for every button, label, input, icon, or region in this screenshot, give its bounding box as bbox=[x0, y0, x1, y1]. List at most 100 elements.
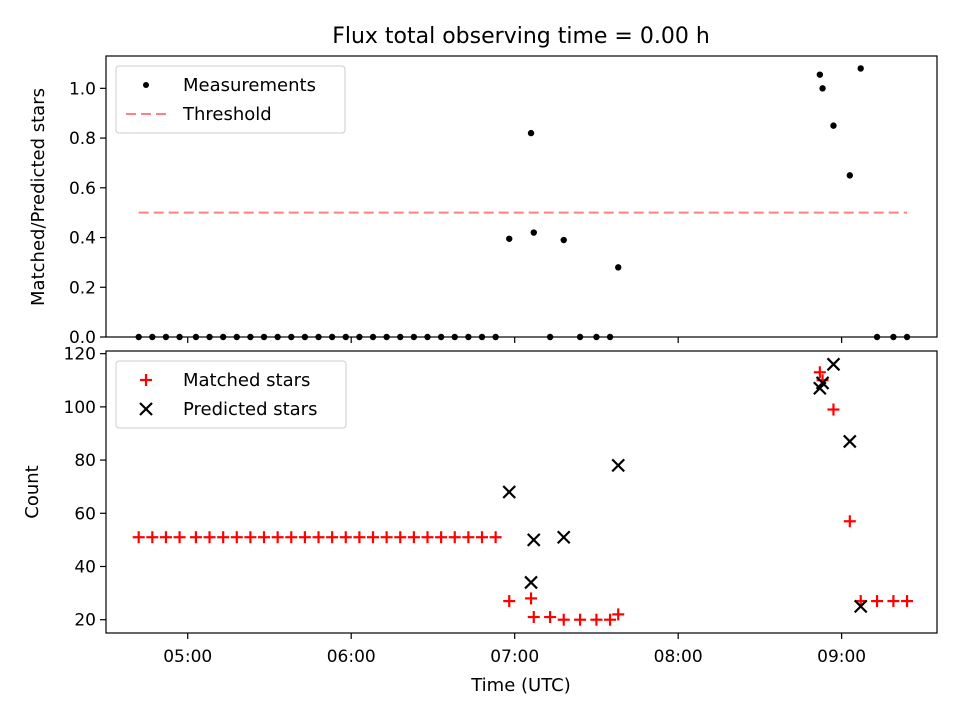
matched-star-point bbox=[394, 531, 407, 544]
x-axis-label: Time (UTC) bbox=[470, 675, 571, 696]
bottom-xtick-label: 07:00 bbox=[490, 647, 539, 667]
matched-star-point bbox=[189, 531, 202, 544]
measurement-point bbox=[560, 236, 567, 244]
bottom-ylabel: Count bbox=[22, 465, 43, 518]
matched-star-point bbox=[887, 595, 900, 608]
measurement-point bbox=[846, 172, 854, 179]
legend-predicted-label: Predicted stars bbox=[183, 399, 317, 420]
top-axes-frame bbox=[105, 55, 938, 338]
matched-star-point bbox=[843, 515, 856, 528]
predicted-star-point bbox=[843, 434, 857, 449]
top-ytick-label: 0.0 bbox=[69, 328, 96, 348]
top-legend: Measurements Threshold bbox=[115, 65, 346, 134]
matched-star-point bbox=[380, 531, 393, 544]
matched-star-point bbox=[871, 595, 884, 608]
matched-star-point bbox=[827, 403, 840, 416]
matched-star-point bbox=[244, 531, 257, 544]
matched-star-point bbox=[298, 531, 311, 544]
matched-star-point bbox=[525, 592, 538, 605]
bottom-ytick-label: 100 bbox=[64, 398, 96, 418]
matched-star-point bbox=[230, 531, 243, 544]
top-ytick-label: 0.2 bbox=[69, 278, 96, 298]
matched-star-point bbox=[435, 531, 448, 544]
bottom-xtick-label: 09:00 bbox=[817, 647, 866, 667]
bottom-panel: 20 40 60 80 100 120 05:00 06:00 07:00 08:00 09:00… bbox=[22, 345, 938, 696]
legend-matched-label: Matched stars bbox=[183, 370, 310, 391]
bottom-axes-frame bbox=[105, 350, 938, 634]
bottom-ytick-label: 20 bbox=[74, 611, 96, 631]
predicted-star-point bbox=[526, 533, 541, 547]
measurement-point bbox=[530, 229, 537, 236]
matched-star-point bbox=[312, 531, 325, 544]
predicted-star-point bbox=[524, 575, 538, 590]
legend-plus-glyph bbox=[140, 374, 152, 386]
matched-star-point bbox=[271, 531, 284, 544]
legend-measurement-marker bbox=[143, 82, 149, 88]
bottom-ytick-label: 120 bbox=[64, 345, 96, 365]
bottom-xtick-label: 08:00 bbox=[654, 647, 703, 667]
matched-star-point bbox=[159, 531, 172, 544]
legend-measurements-label: Measurements bbox=[183, 75, 316, 96]
matched-star-point bbox=[421, 531, 434, 544]
predicted-star-point bbox=[556, 530, 571, 545]
matched-star-point bbox=[407, 531, 420, 544]
top-ytick-label: 1.0 bbox=[69, 79, 96, 99]
matched-star-point bbox=[132, 531, 145, 544]
measurement-point bbox=[615, 264, 622, 271]
matched-star-point bbox=[353, 531, 366, 544]
matched-star-point bbox=[203, 531, 216, 544]
measurement-point bbox=[857, 65, 864, 72]
bottom-xtick-label: 05:00 bbox=[163, 647, 212, 667]
matched-star-point bbox=[557, 613, 570, 626]
matched-star-point bbox=[462, 531, 475, 544]
top-ytick-label: 0.8 bbox=[69, 129, 96, 149]
bottom-xtick-label: 06:00 bbox=[327, 647, 376, 667]
chart-title: Flux total observing time = 0.00 h bbox=[332, 24, 710, 49]
matched-star-point bbox=[901, 595, 914, 608]
measurement-point bbox=[819, 85, 826, 92]
matched-star-point bbox=[475, 531, 488, 544]
predicted-star-point bbox=[826, 357, 841, 372]
top-ytick-label: 0.6 bbox=[69, 179, 96, 199]
legend-predicted-marker bbox=[139, 402, 153, 416]
matched-star-point bbox=[285, 531, 298, 544]
matched-star-point bbox=[339, 531, 352, 544]
matched-star-point bbox=[527, 611, 540, 624]
top-legend-box bbox=[115, 65, 346, 134]
matched-star-point bbox=[544, 611, 557, 624]
top-ylabel: Matched/Predicted stars bbox=[28, 88, 49, 306]
matched-star-point bbox=[367, 531, 380, 544]
matched-star-point bbox=[217, 531, 230, 544]
legend-threshold-label: Threshold bbox=[182, 104, 272, 125]
bottom-legend-box bbox=[115, 360, 347, 429]
measurement-point bbox=[830, 122, 837, 129]
bottom-ytick-label: 60 bbox=[74, 504, 96, 524]
bottom-ytick-label: 80 bbox=[74, 451, 96, 471]
legend-matched-marker bbox=[140, 374, 152, 386]
matched-star-point bbox=[590, 613, 603, 626]
predicted-star-point bbox=[815, 376, 830, 390]
predicted-star-point bbox=[502, 485, 517, 499]
bottom-ytick-label: 40 bbox=[74, 557, 96, 577]
legend-cross-glyph bbox=[139, 402, 153, 416]
matched-star-point bbox=[258, 531, 271, 544]
matched-star-point bbox=[574, 613, 587, 626]
matched-star-point bbox=[503, 595, 516, 608]
measurement-point bbox=[506, 235, 513, 242]
matched-star-point bbox=[612, 608, 625, 621]
predicted-star-point bbox=[853, 599, 868, 614]
measurement-point bbox=[527, 129, 535, 137]
matched-star-point bbox=[813, 366, 826, 379]
matched-star-point bbox=[173, 531, 186, 544]
matched-star-point bbox=[326, 531, 339, 544]
matched-star-point bbox=[146, 531, 159, 544]
predicted-star-point bbox=[611, 458, 626, 473]
top-panel: 0.0 0.2 0.4 0.6 0.8 1.0 Matched/Predicted sta… bbox=[28, 55, 938, 348]
measurement-point bbox=[816, 71, 824, 78]
matched-star-point bbox=[448, 531, 461, 544]
matched-star-point bbox=[489, 531, 502, 544]
matched-star-point bbox=[604, 613, 617, 626]
bottom-legend: Matched stars Predicted stars bbox=[115, 360, 347, 429]
top-ytick-label: 0.4 bbox=[69, 229, 96, 249]
